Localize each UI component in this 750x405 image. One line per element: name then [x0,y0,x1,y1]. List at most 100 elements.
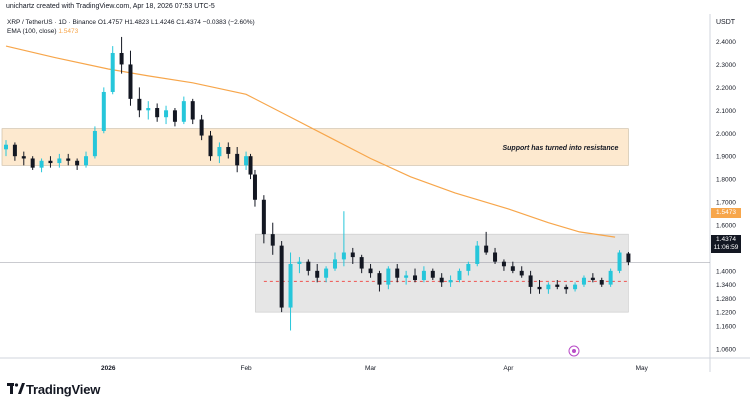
candle [315,263,320,283]
candle [248,153,253,180]
candle [190,98,195,125]
candle-body [519,270,524,276]
candle [484,231,489,255]
price-chart[interactable]: Support has turned into resistance 2.4000… [0,14,750,372]
candle-body [341,252,346,260]
chart-header: unichartz created with TradingView.com, … [0,0,750,14]
candle-body [279,245,284,308]
candle [501,259,506,271]
candle [172,108,177,127]
candle-body [564,286,569,290]
candle [341,211,346,267]
candle-body [101,91,106,131]
candle-body [581,277,586,285]
price-tick-label: 1.0600 [716,346,736,353]
candle [39,158,44,173]
candle-body [244,156,249,166]
brand-name[interactable]: TradingView [26,382,101,397]
candle-body [395,268,400,278]
candle [21,151,26,166]
candle-body [4,144,8,150]
candle [199,114,204,141]
candle-body [190,101,195,120]
candle [466,261,471,276]
candle [599,277,604,287]
last-price-value: 1.4374 [716,236,736,243]
price-tick-label: 1.6000 [716,222,736,229]
candle [48,156,53,168]
candle [386,266,391,290]
candle-body [30,158,35,168]
candle [66,153,71,166]
candle-body [119,52,124,65]
currency-label: USDT [716,19,736,26]
candle-body [457,270,462,281]
candle [119,36,124,74]
tradingview-logo-icon[interactable] [7,383,25,395]
candle-body [146,108,151,111]
candle-body [199,119,204,136]
credit-text: unichartz created with TradingView.com, … [6,3,215,10]
candle [608,268,613,287]
candle [510,261,515,274]
candle-body [12,144,17,157]
candle-body [306,261,311,271]
ema-legend: EMA (100, close) 1.5473 [7,28,78,35]
price-tick-label: 2.3000 [716,62,736,69]
candle-body [172,110,177,122]
footer: TradingView [0,372,750,405]
candle-body [75,160,80,166]
candle [359,254,364,274]
candle-body [555,284,560,287]
chart-area[interactable]: Support has turned into resistance 2.4000… [0,14,750,372]
price-tick-label: 1.4000 [716,268,736,275]
candle-body [484,245,489,253]
symbol-legend: XRP / TetherUS · 1D · Binance O1.4757 H1… [7,19,255,26]
candle-body [324,268,329,278]
replay-icon-ring [568,345,580,357]
candle [528,270,533,294]
change-value: −0.0383 (−2.60%) [202,19,255,26]
candle [288,252,293,331]
candle [368,263,373,278]
candle-body [181,101,186,122]
candle [155,103,160,122]
candle-body [528,275,533,287]
candle [217,142,222,164]
candle [226,142,231,159]
candle-body [350,252,355,258]
candle [395,263,400,283]
last-price-badge: 1.4374 11:06:59 [711,235,741,253]
candle-body [137,98,142,111]
candle-body [48,160,53,164]
candle [581,275,586,287]
candle-body [546,284,551,290]
candle-body [92,130,97,157]
candle [164,105,169,125]
close-value: C1.4374 [176,19,201,26]
candle-body [297,261,302,264]
candle [146,101,151,120]
candle-body [501,261,506,267]
candle [75,158,80,170]
resistance-zone [1,128,629,166]
candle-body [617,252,622,271]
candle [332,252,337,271]
candle [573,282,578,292]
candle-body [164,110,169,118]
price-tick-label: 1.3400 [716,282,736,289]
time-tick-label: May [636,365,649,372]
candle-body [448,280,453,283]
candle [128,50,133,106]
candle [590,273,595,283]
candle-body [39,160,44,168]
candle [4,140,8,157]
candle [101,87,106,134]
candle [235,147,240,173]
candle-body [368,268,373,274]
price-tick-label: 2.0000 [716,131,736,138]
candle-body [430,270,435,278]
candle [324,266,329,283]
candle [110,46,115,95]
candle-body [421,270,426,281]
